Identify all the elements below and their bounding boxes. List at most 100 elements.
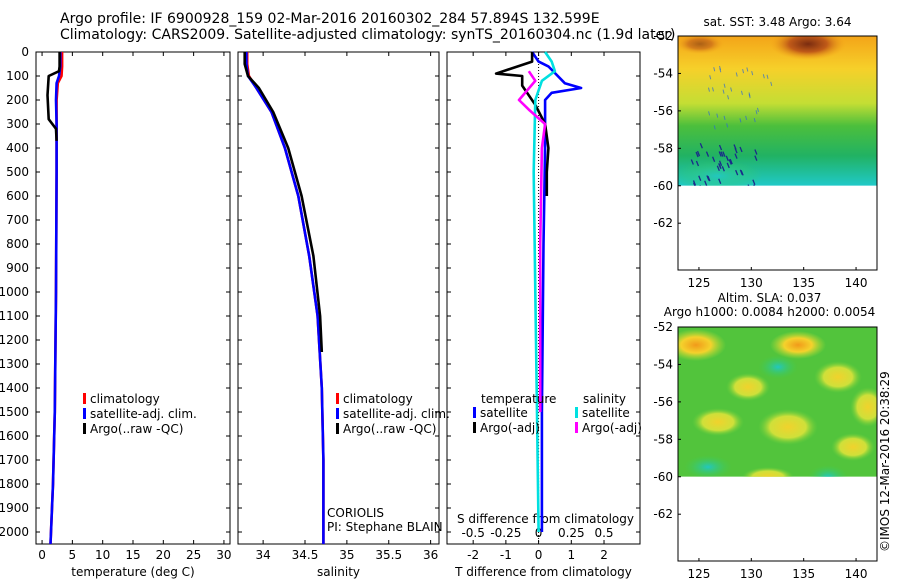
sst-map-panel: -52 -54 -56 -58 -60 -62 125 130 135 140 sat. SST: … bbox=[653, 15, 878, 290]
temperature-ytick-label: 300 bbox=[6, 117, 29, 131]
difference-salinity-legend-swatch bbox=[575, 422, 578, 433]
header-line-1: Argo profile: IF 6900928_159 02-Mar-2016… bbox=[60, 11, 600, 27]
sst-cloud-streak bbox=[757, 107, 759, 112]
sst-warm-patch bbox=[678, 36, 724, 54]
temperature-ytick-label: 800 bbox=[6, 237, 29, 251]
sst-warm-patch bbox=[770, 36, 846, 60]
difference-salinity-legend-label: Argo(-adj) bbox=[582, 421, 642, 435]
difference-series-line-0 bbox=[531, 51, 583, 532]
sst-cloud-streak bbox=[726, 162, 730, 169]
temperature-ytick-label: 2000 bbox=[0, 525, 29, 539]
temperature-ytick-label: 1100 bbox=[0, 309, 29, 323]
difference-top-tick-label: 0 bbox=[535, 526, 543, 540]
difference-xlabel: T difference from climatology bbox=[454, 565, 632, 579]
temperature-xlabel: temperature (deg C) bbox=[71, 565, 194, 579]
sst-cloud-streak bbox=[723, 83, 726, 88]
sst-map-frame bbox=[677, 35, 878, 271]
salinity-xtick-label: 35.5 bbox=[375, 548, 402, 562]
sst-cloud-streak bbox=[722, 89, 725, 94]
difference-xtick-label: 0 bbox=[535, 548, 543, 562]
difference-temperature-legend-label: satellite bbox=[480, 406, 528, 420]
sst-map-xtick-label: 135 bbox=[792, 276, 815, 290]
temperature-ytick-label: 600 bbox=[6, 189, 29, 203]
sst-cloud-streak bbox=[729, 158, 733, 165]
sst-cloud-streak bbox=[695, 151, 699, 158]
sst-cloud-streak bbox=[735, 169, 739, 176]
sst-map-title: sat. SST: 3.48 Argo: 3.64 bbox=[703, 15, 851, 29]
salinity-legend-label: satellite-adj. clim. bbox=[343, 407, 450, 421]
sst-cloud-streak bbox=[721, 165, 725, 172]
sst-cloud-streak bbox=[719, 65, 722, 71]
sst-cloud-streak bbox=[718, 144, 723, 151]
sst-cloud-streak bbox=[734, 153, 738, 159]
difference-xtick-label: 2 bbox=[600, 548, 608, 562]
sla-map-xtick-label: 130 bbox=[740, 567, 763, 580]
temperature-xtick-label: 15 bbox=[125, 548, 140, 562]
sst-map-xtick-label: 130 bbox=[740, 276, 763, 290]
sst-cloud-streak bbox=[739, 146, 743, 153]
temperature-ytick-label: 1500 bbox=[0, 405, 29, 419]
sla-map-frame bbox=[677, 326, 878, 562]
salinity-xtick-label: 35 bbox=[339, 548, 354, 562]
sst-cloud-streak bbox=[704, 180, 708, 186]
temperature-xtick-label: 5 bbox=[69, 548, 77, 562]
sla-map-ytick-label: -60 bbox=[653, 470, 673, 484]
sst-cloud-streak bbox=[722, 151, 726, 157]
sst-cloud-streak bbox=[726, 123, 729, 128]
sla-map-ytick-label: -52 bbox=[653, 320, 673, 334]
sla-anomaly-patch bbox=[770, 331, 826, 359]
sst-cloud-streak bbox=[746, 67, 749, 72]
sst-map-ytick-label: -62 bbox=[653, 216, 673, 230]
sst-cloud-streak bbox=[766, 74, 769, 79]
salinity-xtick-label: 34.5 bbox=[292, 548, 319, 562]
sst-cloud-streak bbox=[707, 175, 711, 182]
sst-cloud-streak bbox=[696, 150, 701, 157]
sla-anomaly-patch bbox=[758, 355, 798, 379]
sla-anomaly-patch bbox=[692, 408, 744, 436]
sst-cloud-streak bbox=[718, 163, 722, 169]
sst-cloud-streak bbox=[727, 95, 730, 100]
sst-cloud-streak bbox=[708, 87, 710, 92]
temperature-xtick-label: 20 bbox=[156, 548, 171, 562]
sst-cloud-streak bbox=[713, 67, 716, 72]
sst-cloud-streak bbox=[713, 125, 716, 130]
temperature-xtick-label: 0 bbox=[38, 548, 46, 562]
difference-xtick-label: 1 bbox=[567, 548, 575, 562]
temperature-ytick-label: 1300 bbox=[0, 357, 29, 371]
sla-anomaly-patch bbox=[758, 409, 818, 445]
sst-cloud-streak bbox=[718, 151, 722, 157]
difference-series-line-1 bbox=[494, 52, 550, 196]
salinity-xtick-label: 36 bbox=[423, 548, 438, 562]
sla-anomaly-patch bbox=[831, 433, 875, 461]
salinity-legend-swatch bbox=[336, 408, 339, 419]
sst-cloud-streak bbox=[718, 160, 723, 167]
sst-cloud-streak bbox=[735, 72, 738, 77]
sst-cloud-streak bbox=[734, 147, 738, 154]
sst-cloud-streak bbox=[699, 185, 701, 186]
salinity-xtick-label: 34 bbox=[255, 548, 270, 562]
temperature-legend-label: satellite-adj. clim. bbox=[90, 407, 197, 421]
sla-anomaly-patch bbox=[678, 329, 726, 361]
sst-cloud-streak bbox=[706, 175, 710, 181]
sla-map-title: Altim. SLA: 0.037 bbox=[718, 291, 822, 305]
sst-cloud-streak bbox=[730, 87, 733, 92]
difference-temperature-legend-swatch bbox=[473, 407, 476, 418]
temperature-legend-swatch bbox=[83, 423, 86, 434]
sst-cloud-streak bbox=[708, 111, 711, 116]
sst-cloud-streak bbox=[740, 90, 743, 96]
temperature-ytick-label: 1000 bbox=[0, 285, 29, 299]
sst-cloud-streak bbox=[690, 159, 694, 165]
temperature-ytick-label: 700 bbox=[6, 213, 29, 227]
sla-anomaly-patch bbox=[726, 373, 770, 401]
sst-cloud-streak bbox=[698, 175, 702, 182]
sst-cloud-streak bbox=[770, 81, 773, 86]
sst-cloud-streak bbox=[712, 156, 716, 162]
temperature-legend-label: climatology bbox=[90, 392, 160, 406]
sst-cloud-streak bbox=[751, 71, 754, 76]
temperature-ytick-label: 1400 bbox=[0, 381, 29, 395]
temperature-xtick-label: 25 bbox=[186, 548, 201, 562]
sst-cloud-streak bbox=[692, 182, 696, 186]
difference-salinity-legend-swatch bbox=[575, 407, 578, 418]
salinity-annotation: PI: Stephane BLAIN bbox=[327, 520, 443, 534]
